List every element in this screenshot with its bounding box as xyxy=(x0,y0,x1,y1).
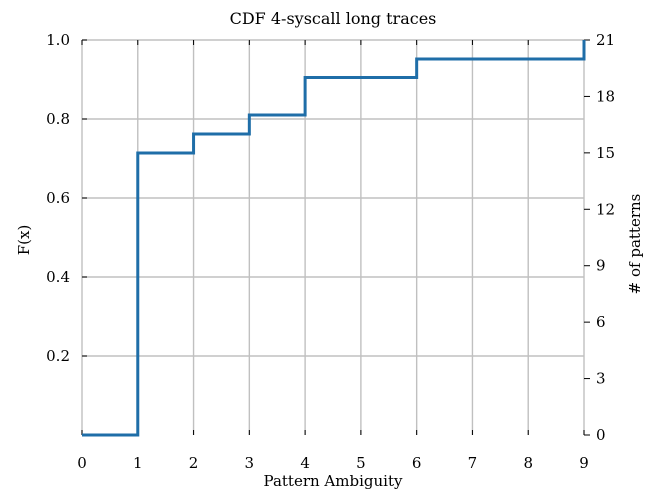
series-layer xyxy=(82,40,586,437)
x-tick-label: 5 xyxy=(356,454,366,472)
cdf-series-line xyxy=(82,40,586,437)
x-tick-label: 3 xyxy=(245,454,255,472)
y2-tick-label: 0 xyxy=(596,426,606,444)
y-tick-label: 0.2 xyxy=(46,347,70,365)
x-tick-label: 8 xyxy=(523,454,533,472)
y2-tick-label: 6 xyxy=(596,313,606,331)
x-tick-label: 0 xyxy=(77,454,87,472)
x-tick-label: 4 xyxy=(300,454,310,472)
y-tick-label: 0.6 xyxy=(46,189,70,207)
grid xyxy=(81,39,585,435)
x-tick-label: 2 xyxy=(189,454,199,472)
y2-tick-label: 18 xyxy=(596,87,615,105)
y2-tick-label: 15 xyxy=(596,144,615,162)
x-tick-label: 1 xyxy=(133,454,143,472)
y-axis-title: F(x) xyxy=(15,225,33,256)
y2-tick-label: 12 xyxy=(596,200,615,218)
x-tick-label: 9 xyxy=(579,454,589,472)
x-tick-label: 6 xyxy=(412,454,422,472)
y-tick-label: 1.0 xyxy=(46,31,70,49)
x-axis-title: Pattern Ambiguity xyxy=(264,472,403,490)
chart-title: CDF 4-syscall long traces xyxy=(230,9,437,28)
axis-ticks xyxy=(81,39,590,436)
y2-tick-label: 3 xyxy=(596,370,606,388)
y-tick-label: 0.8 xyxy=(46,110,70,128)
y2-tick-label: 21 xyxy=(596,31,615,49)
y2-tick-label: 9 xyxy=(596,257,606,275)
x-tick-label: 7 xyxy=(468,454,478,472)
y2-axis-title: # of patterns xyxy=(626,194,644,295)
y-tick-label: 0.4 xyxy=(46,268,70,286)
